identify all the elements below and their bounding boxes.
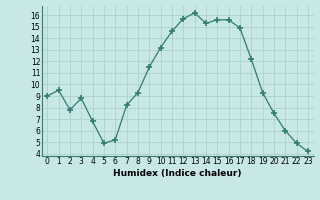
X-axis label: Humidex (Indice chaleur): Humidex (Indice chaleur) xyxy=(113,169,242,178)
